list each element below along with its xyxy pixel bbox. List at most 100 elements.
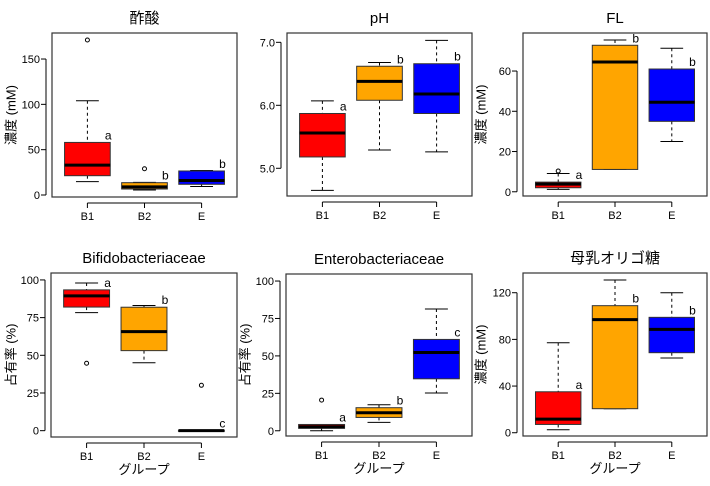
plot-frame: [50, 272, 238, 438]
y-tick-label: 6.0: [260, 100, 275, 112]
y-tick-label: 50: [27, 350, 39, 362]
y-axis-label: 濃度 (mM): [473, 325, 488, 385]
x-tick-label: B2: [373, 210, 386, 222]
box-iqr: [412, 338, 460, 380]
box-b2: b: [356, 52, 404, 151]
y-tick-label: 100: [21, 275, 39, 287]
chart-panel: Enterobacteriaceae 0 25 50 75 100 B1 B2 E 占有率 (%)…: [237, 251, 473, 476]
chart-title: Enterobacteriaceae: [314, 251, 444, 268]
y-tick-label: 80: [499, 334, 511, 346]
significance-letter: c: [454, 325, 460, 339]
significance-letter: b: [632, 31, 639, 45]
significance-letter: a: [104, 276, 111, 290]
significance-letter: a: [340, 99, 347, 113]
y-tick-label: 75: [27, 313, 39, 325]
x-tick-label: B1: [80, 451, 93, 463]
x-axis-label: グループ: [118, 462, 169, 477]
box-b2: b: [121, 166, 169, 191]
x-tick-label: E: [198, 211, 205, 223]
y-tick-label: 75: [262, 313, 274, 325]
y-tick-label: 60: [499, 66, 511, 78]
y-tick-label: 40: [499, 106, 511, 118]
chart-panel: 母乳オリゴ糖 0 40 80 120 B1 B2 E 濃度 (mM) グループ a b b: [473, 249, 708, 476]
box-b1: a: [534, 342, 583, 431]
box-iqr: [591, 44, 639, 170]
y-tick-label: 50: [262, 351, 274, 363]
significance-letter: b: [162, 293, 169, 307]
box-b2: b: [120, 293, 169, 364]
significance-letter: a: [576, 168, 583, 182]
outlier-point: [84, 360, 90, 366]
box-e: b: [178, 157, 226, 187]
outlier-point: [84, 37, 90, 43]
box-iqr: [299, 112, 346, 158]
significance-letter: b: [689, 55, 696, 69]
significance-letter: a: [576, 378, 583, 392]
x-tick-label: B1: [316, 210, 329, 222]
significance-letter: a: [105, 128, 112, 142]
y-axis-label: 濃度 (mM): [3, 85, 18, 145]
box-iqr: [413, 63, 460, 114]
chart-panel: FL 0 20 40 60 B1 B2 E 濃度 (mM) a b b: [473, 10, 708, 222]
x-tick-label: E: [668, 450, 675, 462]
y-axis-label: 占有率 (%): [3, 324, 18, 387]
y-tick-label: 150: [22, 54, 40, 66]
chart-title: FL: [606, 10, 624, 27]
y-tick-label: 40: [499, 381, 511, 393]
box-b1: a: [299, 99, 347, 191]
outlier-point: [198, 382, 204, 388]
box-b2: b: [591, 279, 639, 410]
x-tick-label: B1: [81, 211, 94, 223]
significance-letter: b: [689, 303, 696, 317]
box-b2: b: [355, 394, 404, 423]
box-iqr: [648, 68, 696, 122]
y-tick-label: 20: [499, 147, 511, 159]
box-e: b: [648, 47, 696, 142]
chart-panel: 酢酸 0 50 100 150 B1 B2 E 濃度 (mM) a b b: [3, 10, 238, 223]
box-b2: b: [591, 31, 639, 170]
x-tick-label: B2: [138, 211, 151, 223]
significance-letter: c: [219, 417, 225, 431]
y-tick-label: 25: [262, 388, 274, 400]
y-tick-label: 25: [27, 388, 39, 400]
x-tick-label: E: [433, 450, 440, 462]
y-tick-label: 100: [22, 99, 40, 111]
chart-title: pH: [370, 10, 389, 27]
x-axis-label: グループ: [353, 461, 404, 476]
outlier-point: [142, 166, 147, 172]
box-e: b: [413, 39, 461, 153]
outlier-point: [555, 168, 561, 174]
box-b1: a: [298, 397, 346, 432]
significance-letter: a: [339, 410, 346, 424]
x-tick-label: B2: [608, 450, 621, 462]
outlier-point: [319, 397, 325, 403]
y-axis-label: 濃度 (mM): [473, 85, 488, 145]
y-tick-label: 7.0: [260, 37, 275, 49]
significance-letter: b: [632, 292, 639, 306]
significance-letter: b: [454, 50, 461, 64]
box-b1: a: [64, 37, 112, 183]
box-iqr: [356, 65, 403, 101]
y-tick-label: 0: [505, 187, 511, 199]
plot-frame: [286, 32, 473, 197]
y-tick-label: 5.0: [260, 163, 275, 175]
box-iqr: [63, 289, 111, 308]
y-tick-label: 0: [33, 426, 39, 438]
x-tick-label: E: [433, 210, 440, 222]
chart-title: 母乳オリゴ糖: [570, 249, 660, 267]
box-e: c: [177, 382, 225, 433]
plot-frame: [285, 273, 473, 437]
box-b1: a: [63, 276, 111, 366]
y-tick-label: 100: [256, 276, 274, 288]
box-iqr: [591, 305, 639, 410]
y-tick-label: 120: [493, 288, 511, 300]
significance-letter: b: [219, 157, 226, 171]
plot-frame: [51, 32, 238, 198]
significance-letter: b: [162, 169, 169, 183]
significance-letter: b: [397, 52, 404, 66]
x-tick-label: B1: [315, 450, 328, 462]
x-tick-label: B2: [372, 450, 385, 462]
box-e: b: [648, 292, 696, 359]
box-b1: a: [534, 168, 583, 190]
